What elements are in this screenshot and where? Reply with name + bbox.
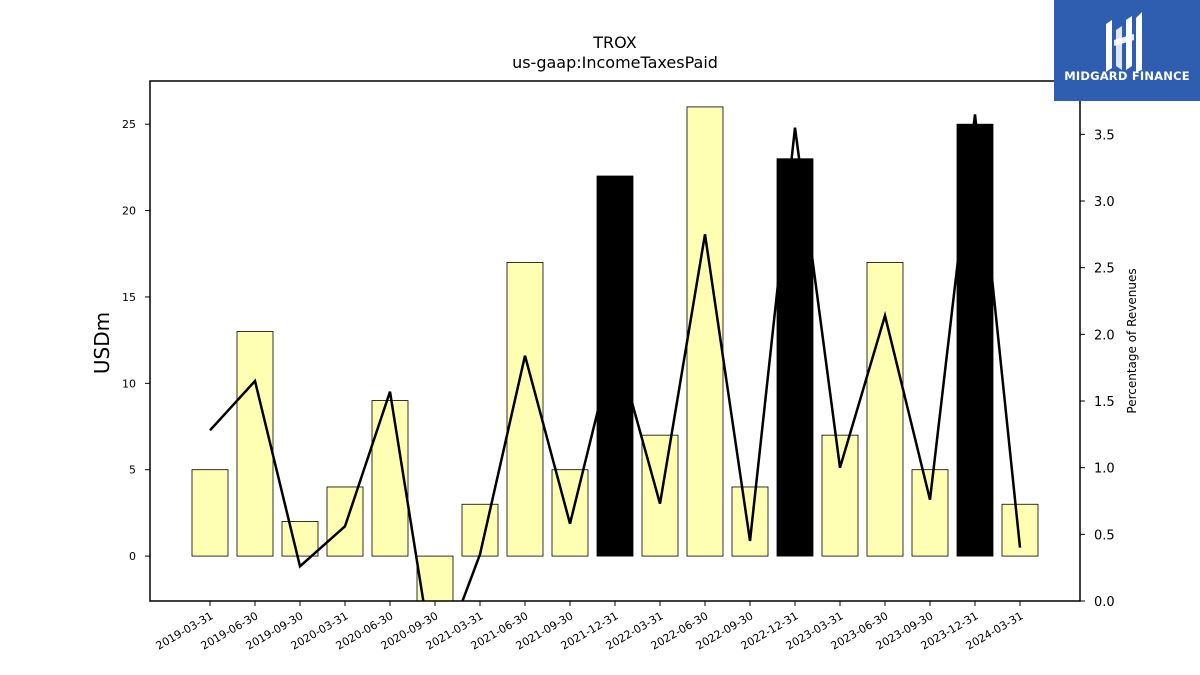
bar-2021-09-30 — [551, 469, 589, 557]
bar-2023-03-31 — [821, 434, 859, 557]
y-axis-label: USDm — [90, 312, 114, 374]
bar-2022-06-30 — [686, 106, 724, 557]
logo-text: MIDGARD FINANCE — [1064, 69, 1190, 83]
bar-2023-12-31 — [956, 123, 994, 557]
bar-2019-09-30 — [281, 521, 319, 557]
chart-subtitle: us-gaap:IncomeTaxesPaid — [512, 53, 718, 72]
y2-tick-label: 1.5 — [1094, 395, 1115, 410]
y2-tick-label: 2.5 — [1094, 262, 1115, 277]
y-tick-label: 0 — [129, 550, 136, 563]
bar-2022-09-30 — [731, 486, 769, 557]
y-tick-label: 25 — [122, 118, 136, 131]
y2-tick-label: 3.5 — [1094, 128, 1115, 143]
y2-tick-label: 1.0 — [1094, 462, 1115, 477]
y2-tick-label: 0.0 — [1094, 595, 1115, 610]
bar-2023-06-30 — [866, 261, 904, 557]
y2-tick-label: 3.0 — [1094, 195, 1115, 210]
y-tick-label: 10 — [122, 377, 136, 390]
bar-2021-12-31 — [596, 175, 634, 557]
bar-2019-03-31 — [191, 469, 229, 557]
y-tick-label: 5 — [129, 464, 136, 477]
y-tick-label: 15 — [122, 291, 136, 304]
ratio-line — [209, 114, 1022, 601]
y-tick-label: 20 — [122, 205, 136, 218]
bar-2019-06-30 — [236, 331, 274, 557]
y2-tick-label: 2.0 — [1094, 328, 1115, 343]
y2-axis-label: Percentage of Revenues — [1125, 268, 1139, 413]
midgard-logo-icon — [1106, 12, 1142, 72]
bar-2021-03-31 — [461, 503, 499, 557]
chart-title: TROX — [592, 33, 636, 52]
bar-2022-03-31 — [641, 434, 679, 557]
y2-tick-label: 0.5 — [1094, 528, 1115, 543]
bar-2023-09-30 — [911, 469, 949, 557]
midgard-logo: MIDGARD FINANCE — [1054, 0, 1200, 101]
bar-2024-03-31 — [1001, 503, 1039, 557]
bar-2020-03-31 — [326, 486, 364, 557]
